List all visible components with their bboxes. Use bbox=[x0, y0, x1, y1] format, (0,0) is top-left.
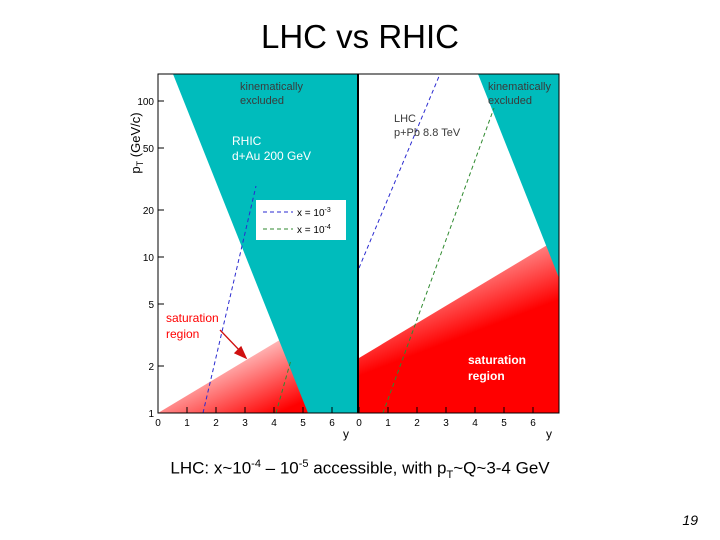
rhic-excluded-label: kinematically excluded bbox=[240, 81, 303, 107]
legend-label-x-1e-4: x = 10-4 bbox=[297, 224, 331, 236]
kinematic-coverage-figure: 1 2 5 10 20 50 100 pT (GeV/c) 0 1 2 3 4 … bbox=[128, 73, 560, 441]
lhc-collider-label: LHC p+Pb 8.8 TeV bbox=[394, 113, 461, 139]
svg-text:excluded: excluded bbox=[488, 95, 532, 107]
svg-text:kinematically: kinematically bbox=[488, 81, 551, 93]
lhc-panel bbox=[359, 74, 559, 413]
panel-separator bbox=[357, 74, 359, 413]
x-tick-label: 4 bbox=[472, 418, 478, 429]
x-tick-label: 5 bbox=[501, 418, 507, 429]
x-tick-label: 4 bbox=[271, 418, 277, 429]
left-x-axis-label: y bbox=[343, 427, 349, 441]
x-tick-label: 3 bbox=[443, 418, 449, 429]
lhc-excluded-label: kinematically excluded bbox=[488, 81, 551, 107]
rhic-panel bbox=[158, 74, 357, 413]
x-tick-label: 0 bbox=[356, 418, 362, 429]
svg-text:region: region bbox=[166, 327, 199, 341]
x-tick-label: 5 bbox=[300, 418, 306, 429]
svg-text:excluded: excluded bbox=[240, 95, 284, 107]
rhic-x-1e-3-line bbox=[202, 185, 257, 413]
legend: x = 10-3 x = 10-4 bbox=[256, 200, 346, 240]
lhc-x-1e-3-line bbox=[359, 74, 441, 269]
saturation-arrow bbox=[219, 329, 248, 360]
rhic-collider-label: RHIC d+Au 200 GeV bbox=[232, 134, 311, 163]
page-number: 19 bbox=[682, 512, 698, 528]
y-axis-label: pT (GeV/c) bbox=[128, 112, 145, 173]
svg-text:RHIC: RHIC bbox=[232, 134, 262, 148]
svg-text:p+Pb 8.8 TeV: p+Pb 8.8 TeV bbox=[394, 127, 461, 139]
svg-text:region: region bbox=[468, 369, 505, 383]
lhc-saturation-label: saturation region bbox=[468, 353, 526, 383]
svg-text:kinematically: kinematically bbox=[240, 81, 303, 93]
rhic-excluded-region bbox=[173, 74, 357, 413]
right-x-axis-tick-labels: 0 1 2 3 4 5 6 bbox=[356, 418, 536, 429]
rhic-saturation-label: saturation region bbox=[166, 311, 219, 341]
right-x-axis-ticks bbox=[358, 407, 534, 413]
y-tick-label: 100 bbox=[137, 97, 154, 108]
x-tick-label: 6 bbox=[329, 418, 335, 429]
svg-text:saturation: saturation bbox=[468, 353, 526, 367]
rhic-saturation-region bbox=[158, 323, 308, 413]
lhc-excluded-region bbox=[478, 74, 559, 278]
x-tick-label: 6 bbox=[530, 418, 536, 429]
right-x-axis-label: y bbox=[546, 427, 552, 441]
svg-text:saturation: saturation bbox=[166, 311, 219, 325]
slide-caption: LHC: x~10-4 – 10-5 accessible, with pT~Q… bbox=[170, 458, 550, 482]
x-tick-label: 0 bbox=[155, 418, 161, 429]
lhc-x-1e-4-line bbox=[382, 107, 495, 413]
rhic-x-1e-4-line bbox=[275, 359, 292, 413]
slide-title: LHC vs RHIC bbox=[260, 18, 460, 55]
x-tick-label: 1 bbox=[385, 418, 391, 429]
y-tick-label: 20 bbox=[143, 206, 155, 217]
y-axis-tick-labels: 1 2 5 10 20 50 100 bbox=[137, 97, 154, 420]
legend-box bbox=[256, 200, 346, 240]
y-tick-label: 1 bbox=[148, 409, 154, 420]
y-tick-label: 2 bbox=[148, 362, 154, 373]
y-tick-label: 50 bbox=[143, 144, 155, 155]
y-tick-label: 5 bbox=[148, 300, 154, 311]
left-x-axis-tick-labels: 0 1 2 3 4 5 6 bbox=[155, 418, 335, 429]
y-axis-ticks bbox=[158, 100, 164, 414]
left-x-axis-ticks bbox=[157, 407, 333, 413]
svg-text:d+Au 200 GeV: d+Au 200 GeV bbox=[232, 149, 311, 163]
x-tick-label: 1 bbox=[184, 418, 190, 429]
svg-text:LHC: LHC bbox=[394, 113, 416, 125]
lhc-saturation-region bbox=[359, 238, 559, 413]
legend-label-x-1e-3: x = 10-3 bbox=[297, 207, 331, 219]
x-tick-label: 2 bbox=[414, 418, 420, 429]
x-tick-label: 3 bbox=[242, 418, 248, 429]
x-tick-label: 2 bbox=[213, 418, 219, 429]
y-tick-label: 10 bbox=[143, 253, 155, 264]
